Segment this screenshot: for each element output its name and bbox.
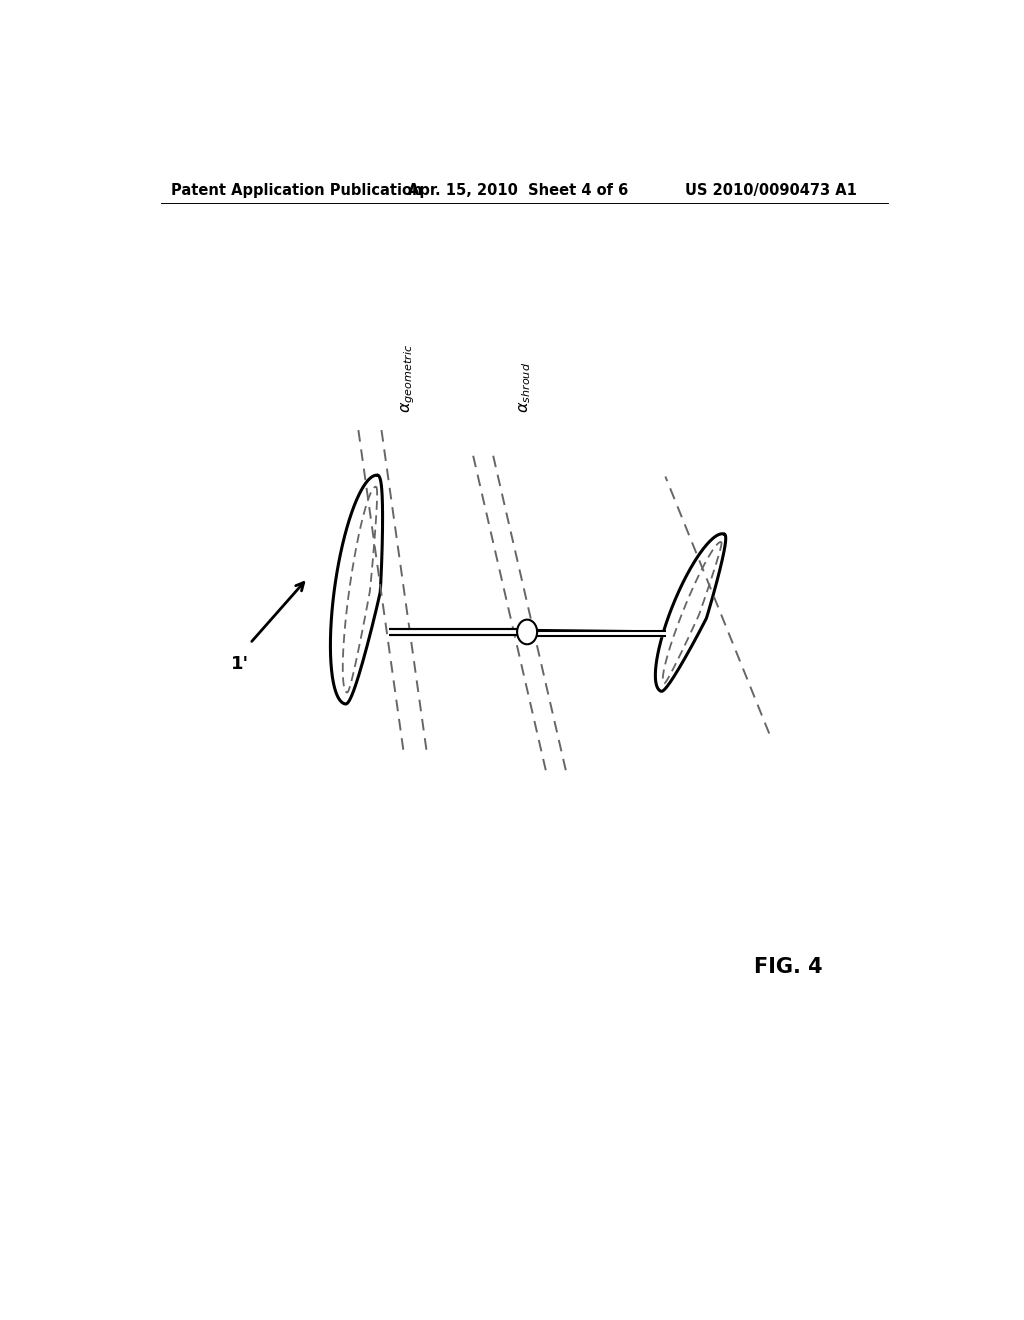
Text: Apr. 15, 2010  Sheet 4 of 6: Apr. 15, 2010 Sheet 4 of 6 [408, 183, 628, 198]
Text: US 2010/0090473 A1: US 2010/0090473 A1 [685, 183, 857, 198]
Text: $\alpha_{shroud}$: $\alpha_{shroud}$ [517, 362, 532, 413]
Text: FIG. 4: FIG. 4 [755, 957, 823, 977]
Text: $\alpha_{geometric}$: $\alpha_{geometric}$ [399, 343, 417, 413]
Text: Patent Application Publication: Patent Application Publication [171, 183, 422, 198]
Text: 1': 1' [230, 655, 249, 673]
Ellipse shape [517, 619, 538, 644]
